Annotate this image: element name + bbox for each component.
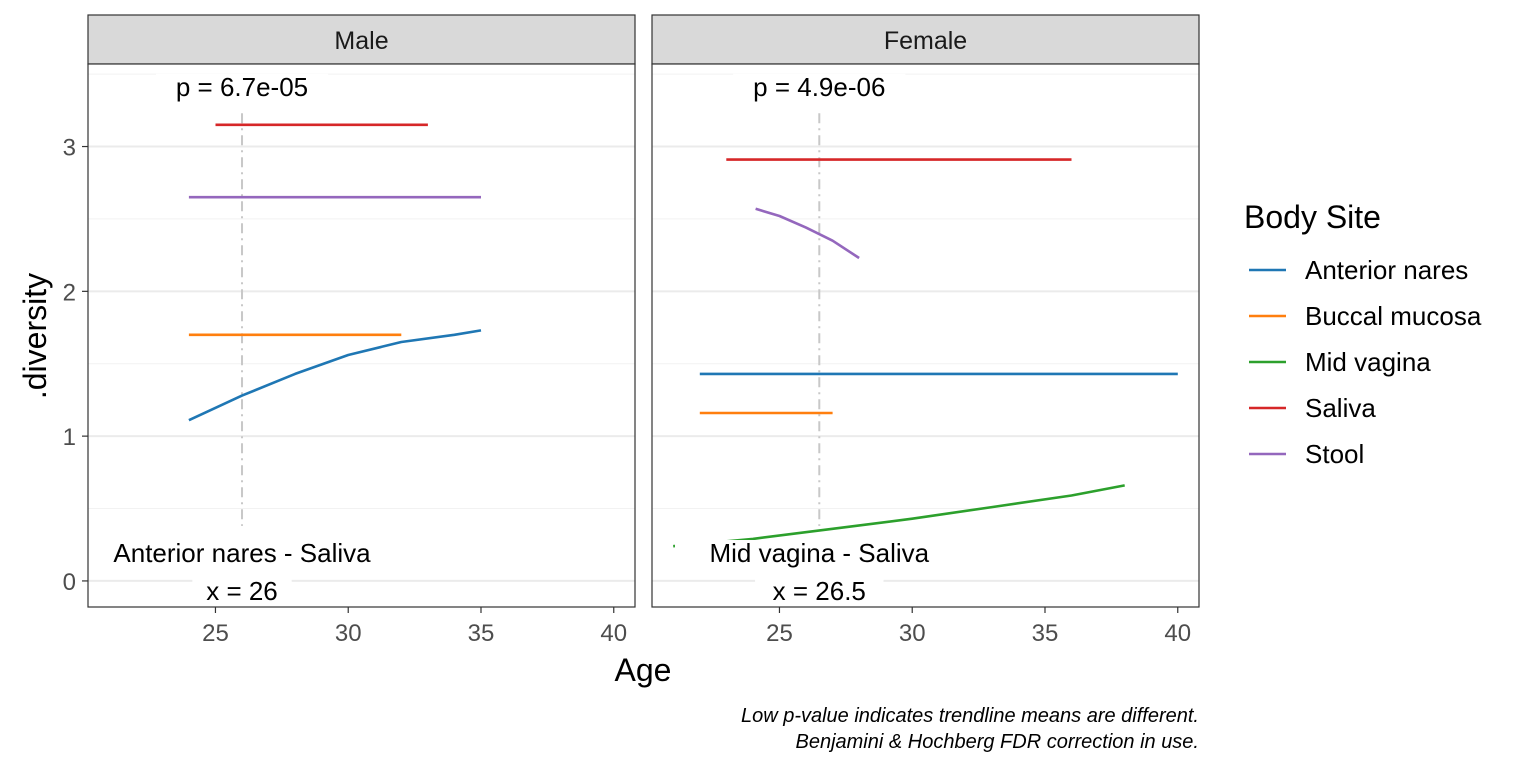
x-tick-label: 25 <box>766 620 793 647</box>
x-value-label-background <box>192 577 292 608</box>
x-tick-label: 30 <box>899 620 926 647</box>
panel-border <box>651 63 1200 608</box>
x-tick-label: 30 <box>335 620 362 647</box>
y-tick-label: 0 <box>63 569 76 596</box>
x-tick-label: 40 <box>600 620 627 647</box>
x-tick-label: 40 <box>1164 620 1191 647</box>
legend-label: Anterior nares <box>1305 255 1468 285</box>
chart-panels: Male p = 6.7e-05 Anterior nares - Saliva x … <box>63 14 1200 647</box>
panel-female: Female p = 4.9e-06 Mid vagina - Saliva x = … <box>651 14 1200 647</box>
y-tick-label: 1 <box>63 424 76 451</box>
comparison-label: Mid vagina - Saliva <box>709 538 929 568</box>
comparison-label: Anterior nares - Saliva <box>113 538 371 568</box>
legend-label: Stool <box>1305 439 1364 469</box>
strip-label: Female <box>884 27 967 55</box>
p-value-label-background <box>155 73 329 104</box>
panel-male: Male p = 6.7e-05 Anterior nares - Saliva x … <box>63 14 636 647</box>
x-tick-label: 25 <box>202 620 229 647</box>
plot-background <box>652 64 1199 607</box>
comparison-label-background <box>68 540 416 570</box>
panel-border <box>87 63 636 608</box>
caption-line-2: Benjamini & Hochberg FDR correction in u… <box>795 731 1199 753</box>
legend-label: Saliva <box>1305 393 1376 423</box>
y-tick-label: 3 <box>63 135 76 162</box>
caption-line-1: Low p-value indicates trendline means ar… <box>741 705 1199 727</box>
series-line-stool <box>755 207 860 260</box>
x-axis-title: Age <box>615 652 672 688</box>
axis-titles: Age .diversity <box>17 273 671 688</box>
x-value-label: x = 26.5 <box>773 576 866 606</box>
strip-background <box>651 14 1200 65</box>
strip-background <box>87 14 636 65</box>
x-value-label-background <box>755 577 884 608</box>
legend-entries: Anterior nares Buccal mucosa Mid vagina Sal… <box>1249 255 1482 469</box>
strip-label: Male <box>334 27 388 55</box>
x-tick-label: 35 <box>468 620 495 647</box>
p-value-label-background <box>733 73 906 104</box>
series-line-mid-vagina <box>673 484 1125 548</box>
comparison-label-background <box>674 540 964 570</box>
x-tick-label: 35 <box>1032 620 1059 647</box>
y-axis-title: .diversity <box>17 273 53 399</box>
legend-label: Mid vagina <box>1305 347 1431 377</box>
y-tick-label: 2 <box>63 279 76 306</box>
legend-label: Buccal mucosa <box>1305 301 1482 331</box>
caption: Low p-value indicates trendline means ar… <box>741 705 1199 753</box>
legend-title: Body Site <box>1244 199 1381 235</box>
p-value-label: p = 4.9e-06 <box>753 72 885 102</box>
p-value-label: p = 6.7e-05 <box>176 72 308 102</box>
x-value-label: x = 26 <box>206 576 278 606</box>
legend: Body Site Anterior nares Buccal mucosa Mid… <box>1244 199 1482 469</box>
series-line-anterior-nares <box>188 329 482 422</box>
